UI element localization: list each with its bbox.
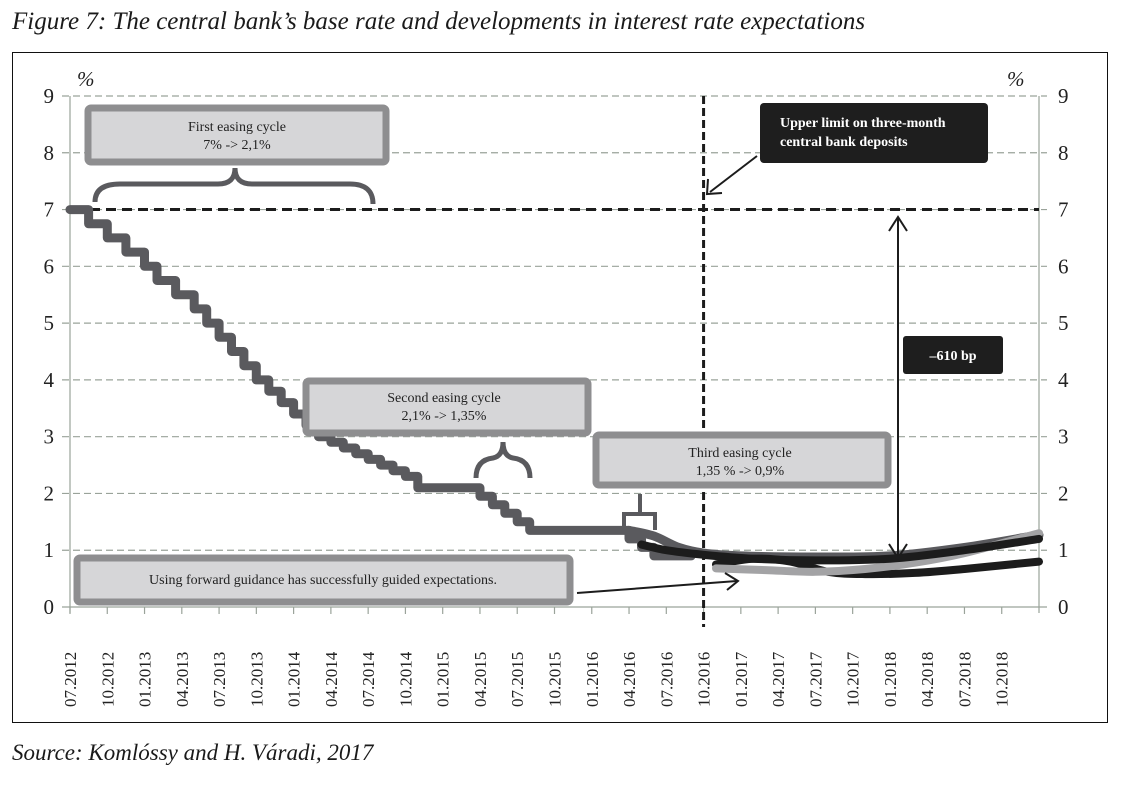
x-ticks: 07.2012 10.2012 01.2013 04.2013 07.2013 10.20… [61, 607, 1012, 707]
y-tick-label-right: 7 [1058, 198, 1069, 222]
y-tick-label-left: 5 [44, 311, 55, 335]
second-easing-cycle-title: Second easing cycle [387, 391, 501, 406]
x-tick-label: 01.2018 [881, 652, 900, 707]
y-tick-label-left: 1 [44, 538, 55, 562]
chart-frame [12, 52, 1108, 723]
x-tick-label: 04.2014 [322, 651, 341, 707]
x-tick-label: 10.2015 [546, 652, 565, 707]
third-easing-cycle-box: Third easing cycle 1,35 % -> 0,9% [592, 431, 892, 489]
x-tick-label: 07.2013 [210, 652, 229, 707]
forward-guidance-box: Using forward guidance has successfully … [73, 554, 574, 606]
y-axis-unit-right: % [1007, 67, 1025, 91]
first-easing-cycle-box: First easing cycle 7% -> 2,1% [84, 104, 390, 166]
x-tick-label: 04.2017 [769, 651, 788, 707]
y-tick-label-left: 8 [44, 141, 55, 165]
y-tick-label-right: 5 [1058, 311, 1069, 335]
third-easing-cycle-range: 1,35 % -> 0,9% [696, 464, 785, 479]
x-tick-label: 04.2016 [620, 652, 639, 707]
y-ticks-right: 0 1 2 3 4 5 6 7 8 9 [1058, 84, 1069, 619]
x-tick-label: 04.2018 [918, 652, 937, 707]
x-tick-label: 10.2014 [396, 651, 415, 707]
y-tick-label-left: 9 [44, 84, 55, 108]
series-line-2 [637, 534, 1043, 565]
y-tick-label-right: 1 [1058, 538, 1069, 562]
x-tick-label: 07.2014 [359, 651, 378, 707]
x-tick-label: 07.2016 [657, 652, 676, 707]
second-easing-cycle-range: 2,1% -> 1,35% [402, 409, 487, 424]
upper-limit-line-2: central bank deposits [780, 135, 908, 150]
x-tick-label: 01.2014 [285, 651, 304, 707]
y-tick-label-right: 8 [1058, 141, 1069, 165]
x-tick-label: 07.2017 [806, 651, 825, 707]
y-tick-label-left: 6 [44, 254, 55, 278]
y-tick-label-right: 0 [1058, 595, 1069, 619]
third-easing-cycle-title: Third easing cycle [688, 446, 791, 461]
figure-source: Source: Komlóssy and H. Váradi, 2017 [12, 740, 374, 765]
x-tick-label: 10.2013 [247, 652, 266, 707]
y-tick-label-right: 4 [1058, 368, 1069, 392]
y-tick-label-left: 0 [44, 595, 55, 619]
y-tick-label-left: 2 [44, 481, 55, 505]
arrows [576, 155, 908, 594]
x-tick-label: 07.2012 [61, 652, 80, 707]
guidance-arrowhead [724, 572, 740, 591]
third-cycle-brace [622, 494, 657, 530]
second-cycle-brace [473, 441, 533, 479]
x-tick-label: 10.2018 [993, 652, 1012, 707]
second-easing-cycle-box: Second easing cycle 2,1% -> 1,35% [302, 377, 592, 437]
axes [69, 96, 1040, 613]
bp-range-arrowhead-bottom [888, 543, 908, 560]
y-axis-unit-left: % [77, 67, 95, 91]
bp-change-label: –610 bp [928, 349, 976, 364]
reference-lines [90, 96, 1039, 627]
y-ticks-left: 0 1 2 3 4 5 6 7 8 9 [44, 84, 55, 619]
x-tick-label: 01.2013 [136, 652, 155, 707]
upper-limit-line-1: Upper limit on three-month [780, 116, 946, 131]
figure-title: Figure 7: The central bank’s base rate a… [12, 8, 866, 35]
x-tick-label: 01.2016 [583, 652, 602, 707]
x-tick-label: 04.2015 [471, 652, 490, 707]
x-tick-label: 07.2018 [955, 652, 974, 707]
first-cycle-brace [92, 167, 376, 205]
guidance-arrow [576, 580, 738, 594]
y-tick-label-left: 3 [44, 425, 55, 449]
first-easing-cycle-range: 7% -> 2,1% [203, 138, 271, 153]
x-tick-label: 10.2017 [844, 651, 863, 707]
x-tick-label: 10.2012 [98, 652, 117, 707]
y-tick-label-left: 7 [44, 198, 55, 222]
upper-limit-arrowhead [705, 178, 723, 196]
x-tick-label: 10.2016 [695, 652, 714, 707]
y-tick-label-right: 3 [1058, 425, 1069, 449]
bp-change-box: –610 bp [903, 336, 1003, 374]
braces [92, 167, 657, 530]
x-tick-label: 04.2013 [173, 652, 192, 707]
bp-range-arrowhead-top [888, 215, 908, 232]
y-tick-label-left: 4 [44, 368, 55, 392]
first-easing-cycle-title: First easing cycle [188, 120, 286, 135]
x-tick-label: 01.2015 [434, 652, 453, 707]
y-tick-label-right: 2 [1058, 481, 1069, 505]
x-tick-label: 01.2017 [732, 651, 751, 707]
forward-guidance-text: Using forward guidance has successfully … [149, 573, 497, 588]
upper-limit-arrow [709, 155, 758, 193]
y-tick-label-right: 6 [1058, 254, 1069, 278]
y-tick-label-right: 9 [1058, 84, 1069, 108]
annotation-boxes: First easing cycle 7% -> 2,1% Second eas… [73, 103, 1003, 606]
x-tick-label: 07.2015 [508, 652, 527, 707]
upper-limit-box: Upper limit on three-month central bank … [760, 103, 988, 163]
